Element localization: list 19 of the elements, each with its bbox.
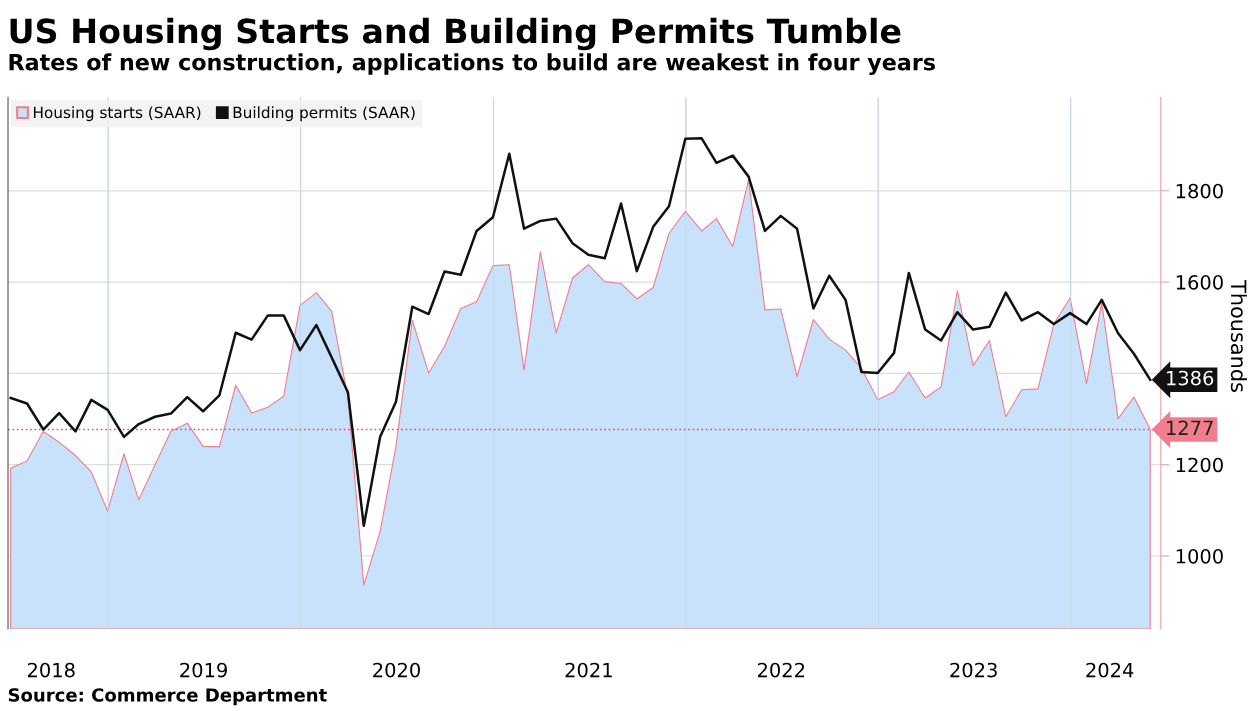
data-label: 1386: [1167, 370, 1214, 386]
x-tick-label: 2024: [1086, 662, 1134, 678]
y-axis-title: Thousands: [1230, 280, 1247, 392]
x-tick-label: 2020: [373, 662, 420, 678]
x-tick-label: 2022: [757, 662, 805, 678]
legend-label: Housing starts (SAAR): [33, 106, 201, 122]
chart-subtitle: Rates of new construction, applications to build are weakest in four years: [9, 53, 935, 76]
y-tick-label: 1800: [1176, 183, 1223, 199]
x-tick-label: 2021: [565, 662, 612, 678]
y-tick-label: 1200: [1176, 457, 1223, 473]
x-tick-label: 2023: [950, 662, 997, 678]
chart-title: US Housing Starts and Building Permits Tumble: [10, 17, 901, 51]
data-label: 1277: [1167, 420, 1213, 435]
y-tick-label: 1000: [1176, 548, 1223, 564]
source-note: Source: Commerce Department: [8, 688, 327, 706]
legend-label: Building permits (SAAR): [233, 106, 415, 122]
x-tick-label: 2018: [27, 662, 75, 678]
x-tick-label: 2019: [180, 662, 227, 678]
y-tick-label: 1600: [1176, 275, 1223, 290]
